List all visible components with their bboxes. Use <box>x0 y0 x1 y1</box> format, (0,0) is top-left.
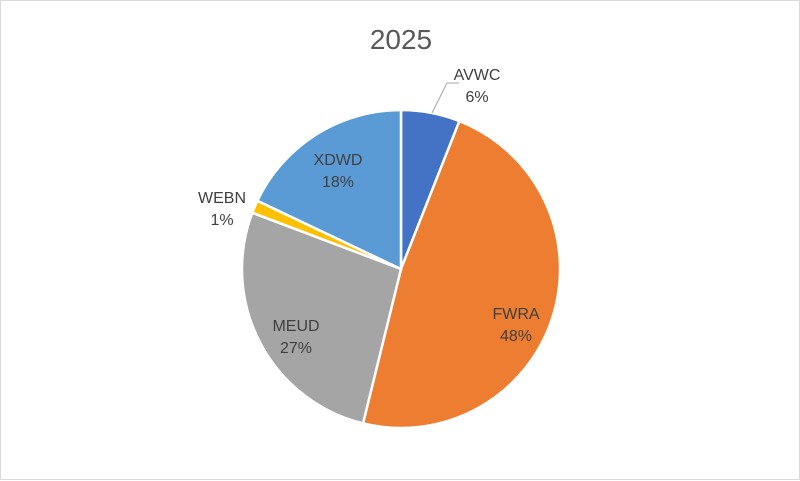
slice-percent-avwc: 6% <box>465 89 488 106</box>
pie-slices <box>240 108 562 430</box>
pie-slice-fwra <box>361 119 562 430</box>
slice-percent-meud: 27% <box>280 340 312 357</box>
pie-labels: AVWC 6% FWRA 48% MEUD 27% WEBN 1% XDWD 18% <box>198 67 540 357</box>
leader-line-avwc <box>431 82 459 114</box>
slice-label-meud: MEUD <box>272 318 319 335</box>
slice-percent-fwra: 48% <box>500 328 532 345</box>
pie-slice-meud <box>240 211 403 425</box>
slice-label-avwc: AVWC <box>454 67 501 84</box>
pie-slice-xdwd <box>255 108 403 271</box>
slice-percent-xdwd: 18% <box>322 174 354 191</box>
slice-label-xdwd: XDWD <box>314 152 363 169</box>
slice-label-fwra: FWRA <box>492 306 539 323</box>
slice-percent-webn: 1% <box>210 212 233 229</box>
chart-title: 2025 <box>370 24 432 55</box>
slice-label-webn: WEBN <box>198 190 246 207</box>
